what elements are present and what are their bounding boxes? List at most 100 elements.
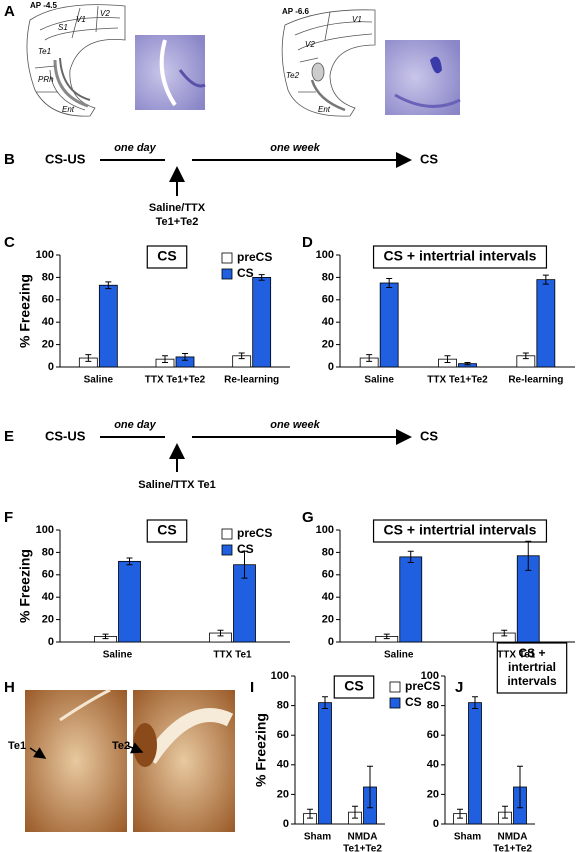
bar <box>118 560 141 643</box>
y-tick-label: 40 <box>427 759 439 771</box>
y-tick-label: 80 <box>277 700 289 712</box>
chart-title: intervals <box>507 674 557 688</box>
legend-swatch <box>221 528 233 540</box>
panel-letter: H <box>4 679 15 696</box>
chart-title: CS + intertrial intervals <box>384 248 537 264</box>
y-tick-label: 100 <box>271 670 289 682</box>
injection-label: Saline/TTX <box>149 202 206 214</box>
error-bar <box>85 354 92 362</box>
error-bar <box>386 278 393 288</box>
atlas-region: V2 <box>100 9 110 18</box>
bar <box>468 702 482 825</box>
panel-letter: B <box>4 151 15 168</box>
error-bar <box>366 354 373 362</box>
title-box <box>372 245 548 269</box>
chart-title: CS + intertrial intervals <box>384 522 537 538</box>
legend-swatch <box>389 697 401 709</box>
histology-detail <box>144 708 234 764</box>
injection-label: Te1+Te2 <box>156 216 199 228</box>
legend-label: preCS <box>237 250 272 264</box>
chart-title: CS <box>344 678 363 694</box>
legend-label: CS <box>237 542 254 556</box>
error-bar <box>182 353 188 361</box>
y-tick-label: 100 <box>36 249 54 261</box>
x-tick-label: NMDA <box>348 832 378 843</box>
chart-title: CS + <box>518 646 545 660</box>
error-bar <box>383 633 390 640</box>
y-tick-label: 40 <box>42 591 54 603</box>
atlas-drawing <box>281 9 376 117</box>
legend-swatch <box>221 252 233 264</box>
y-tick-label: 60 <box>42 569 54 581</box>
legend-label: CS <box>405 695 422 709</box>
x-tick-label: TTX Te1+Te2 <box>427 375 488 386</box>
y-tick-label: 0 <box>48 636 54 648</box>
y-tick-label: 0 <box>328 361 334 373</box>
error-bar <box>407 550 414 563</box>
y-tick-label: 80 <box>427 700 439 712</box>
error-bar <box>307 808 313 819</box>
error-bar <box>258 274 265 281</box>
error-bar <box>238 352 245 360</box>
x-tick-label: Sham <box>454 832 481 843</box>
histology-detail <box>178 69 206 88</box>
y-tick-label: 20 <box>42 614 54 626</box>
panel-letter: E <box>4 428 14 445</box>
atlas-label: AP -6.6 <box>282 7 310 16</box>
y-tick-label: 100 <box>316 524 334 536</box>
atlas-region: PRh <box>38 75 54 84</box>
timeline-start: CS-US <box>45 151 86 166</box>
y-tick-label: 40 <box>277 759 289 771</box>
injection-label: Saline/TTX Te1 <box>138 479 215 491</box>
histology-image <box>385 40 460 115</box>
y-tick-label: 0 <box>283 818 289 830</box>
bar <box>252 276 272 368</box>
bar <box>98 284 118 368</box>
y-tick-label: 20 <box>277 788 289 800</box>
panel-letter: J <box>455 679 463 696</box>
error-bar <box>517 765 523 809</box>
error-bar <box>217 629 224 637</box>
timeline-interval: one day <box>114 142 156 154</box>
y-tick-label: 60 <box>277 729 289 741</box>
timeline-interval: one week <box>270 419 320 431</box>
x-tick-label: Saline <box>364 375 394 386</box>
error-bar <box>525 540 532 571</box>
legend-label: CS <box>237 266 254 280</box>
y-axis-label: % Freezing <box>253 713 269 787</box>
y-tick-label: 20 <box>427 788 439 800</box>
title-box <box>146 245 188 269</box>
chart-title: CS <box>157 522 176 538</box>
error-bar <box>444 355 451 364</box>
bar <box>379 282 399 368</box>
atlas-region: Te2 <box>286 71 300 80</box>
error-bar <box>457 808 463 819</box>
error-bar <box>322 696 328 710</box>
legend-swatch <box>389 681 401 693</box>
x-tick-label: Re-learning <box>224 375 279 386</box>
histology-arrow <box>127 742 144 754</box>
x-tick-label: Te1+Te2 <box>493 844 532 852</box>
legend-label: preCS <box>405 679 440 693</box>
legend-swatch <box>221 268 233 280</box>
histology-detail <box>159 39 177 107</box>
x-tick-label: TTX Te1 <box>213 650 252 661</box>
histology-lesion <box>133 723 157 767</box>
atlas-drawing <box>26 4 126 117</box>
atlas-region: Ent <box>62 105 75 114</box>
x-tick-label: TTX Te1+Te2 <box>145 375 206 386</box>
atlas-region: V1 <box>352 15 362 24</box>
y-tick-label: 60 <box>427 729 439 741</box>
y-tick-label: 80 <box>42 546 54 558</box>
x-tick-label: Te1+Te2 <box>343 844 382 852</box>
error-bar <box>105 281 112 290</box>
error-bar <box>464 362 471 366</box>
x-tick-label: NMDA <box>498 832 528 843</box>
panel-letter: A <box>4 3 15 20</box>
error-bar <box>542 274 549 285</box>
title-box <box>496 642 568 694</box>
chart-title: intertrial <box>508 660 556 674</box>
y-tick-label: 100 <box>421 670 439 682</box>
x-tick-label: TTX Te1 <box>497 650 536 661</box>
